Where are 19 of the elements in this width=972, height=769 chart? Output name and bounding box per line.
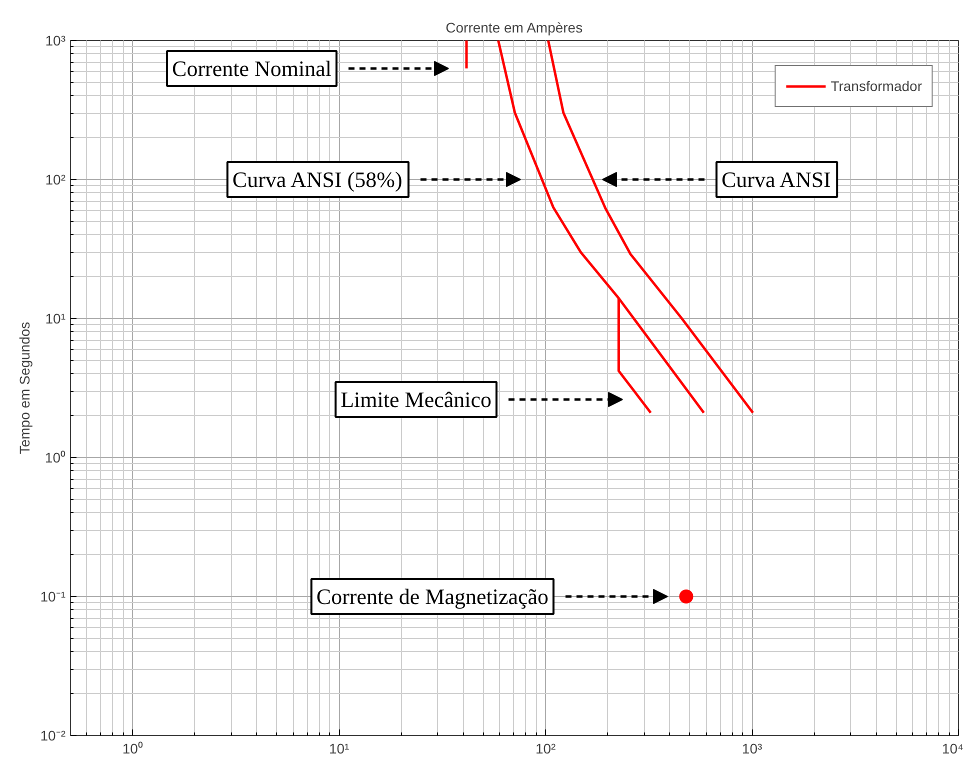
chart-title: Corrente em Ampères xyxy=(446,20,583,36)
x-tick-label: 10⁰ xyxy=(122,740,143,756)
y-tick-label: 10⁻² xyxy=(40,728,66,744)
x-tick-label: 10² xyxy=(535,740,556,756)
annotation: Corrente Nominal xyxy=(172,56,332,81)
y-tick-label: 10² xyxy=(45,172,66,188)
y-tick-label: 10¹ xyxy=(45,310,66,326)
y-tick-label: 10⁻¹ xyxy=(40,588,66,604)
x-tick-label: 10⁴ xyxy=(942,740,964,756)
y-tick-label: 10³ xyxy=(45,32,66,48)
annotation: Curva ANSI (58%) xyxy=(232,167,402,192)
x-tick-label: 10¹ xyxy=(328,740,350,756)
x-tick-label: 10³ xyxy=(742,740,762,756)
annotation: Corrente de Magnetização xyxy=(316,584,549,609)
annotation: Curva ANSI xyxy=(722,167,831,192)
legend-label: Transformador xyxy=(830,78,922,94)
y-tick-label: 10⁰ xyxy=(44,450,66,466)
annotation: Limite Mecânico xyxy=(340,387,492,412)
y-axis-title: Tempo em Segundos xyxy=(16,322,32,454)
